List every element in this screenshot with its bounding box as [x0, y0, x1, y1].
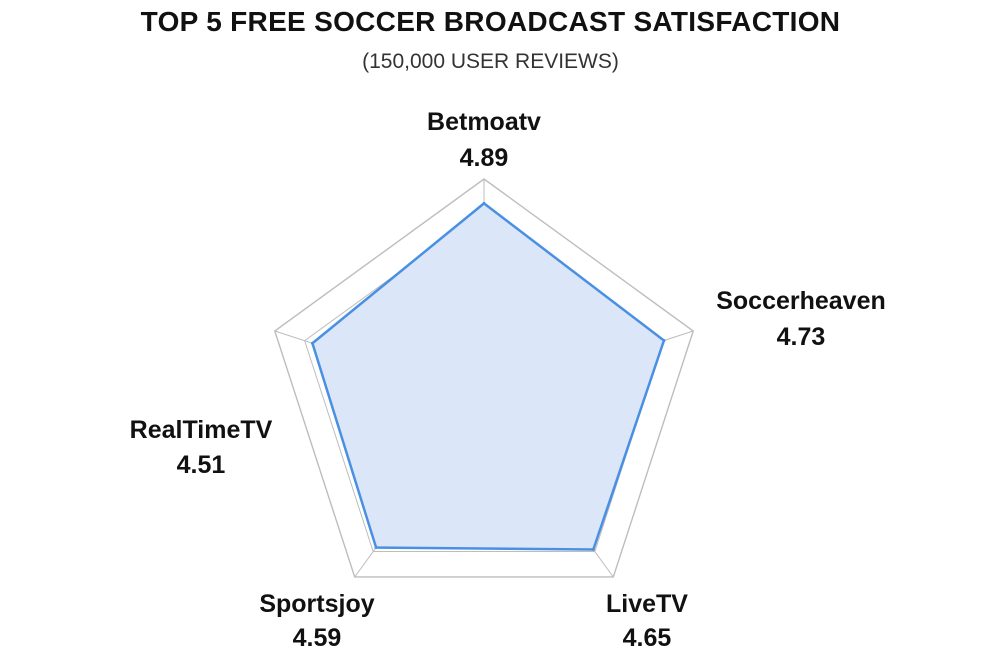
axis-label-realtimetv: RealTimeTV — [130, 416, 273, 444]
grid-outer-ring — [273, 178, 695, 578]
axis-label-livetv: LiveTV — [606, 590, 688, 618]
chart-title: TOP 5 FREE SOCCER BROADCAST SATISFACTION — [140, 6, 841, 37]
data-point-sportsjoy — [374, 546, 378, 550]
value-label-realtimetv: 4.51 — [177, 451, 226, 479]
data-point-betmoatv — [482, 201, 486, 205]
value-label-soccerheaven: 4.73 — [777, 323, 826, 351]
radar-series — [310, 201, 666, 551]
axis-label-soccerheaven: Soccerheaven — [716, 287, 886, 315]
axis-labels: Betmoatv 4.89 Soccerheaven 4.73 LiveTV 4.65 Sp… — [130, 108, 886, 652]
chart-subtitle: (150,000 USER REVIEWS) — [362, 50, 619, 73]
data-point-livetv — [591, 547, 595, 551]
value-label-sportsjoy: 4.59 — [293, 624, 342, 652]
data-point-realtimetv — [310, 341, 314, 345]
value-label-livetv: 4.65 — [623, 624, 672, 652]
value-label-betmoatv: 4.89 — [460, 144, 509, 172]
axis-label-sportsjoy: Sportsjoy — [259, 590, 374, 618]
data-point-soccerheaven — [662, 339, 666, 343]
axis-label-betmoatv: Betmoatv — [427, 108, 541, 136]
series-area — [311, 202, 666, 551]
